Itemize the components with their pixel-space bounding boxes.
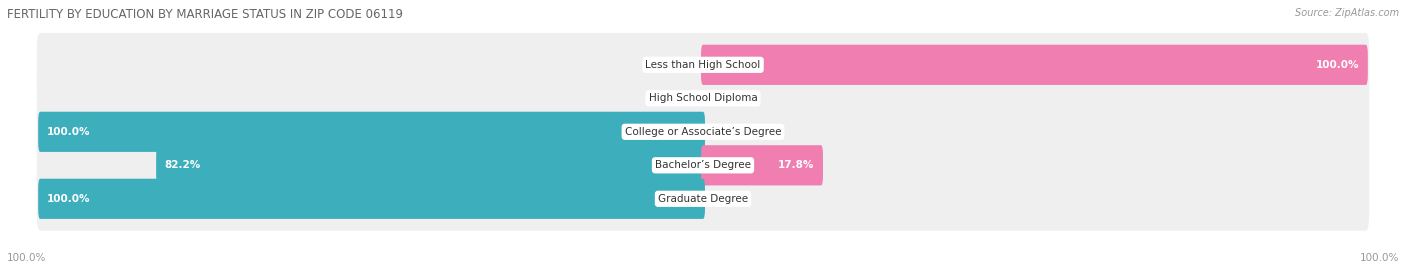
Text: 100.0%: 100.0% [46,194,90,204]
Text: 100.0%: 100.0% [1360,253,1399,263]
FancyBboxPatch shape [702,145,823,185]
Text: 17.8%: 17.8% [778,160,814,170]
FancyBboxPatch shape [38,112,704,152]
Text: Graduate Degree: Graduate Degree [658,194,748,204]
Text: FERTILITY BY EDUCATION BY MARRIAGE STATUS IN ZIP CODE 06119: FERTILITY BY EDUCATION BY MARRIAGE STATU… [7,8,404,21]
Text: Bachelor’s Degree: Bachelor’s Degree [655,160,751,170]
Text: 0.0%: 0.0% [720,127,745,137]
Text: 0.0%: 0.0% [661,93,686,103]
Text: 0.0%: 0.0% [720,93,745,103]
Text: 0.0%: 0.0% [720,194,745,204]
FancyBboxPatch shape [37,33,1369,97]
Text: 100.0%: 100.0% [1316,60,1360,70]
Text: 100.0%: 100.0% [7,253,46,263]
Text: College or Associate’s Degree: College or Associate’s Degree [624,127,782,137]
FancyBboxPatch shape [37,167,1369,231]
FancyBboxPatch shape [37,100,1369,164]
Text: Less than High School: Less than High School [645,60,761,70]
FancyBboxPatch shape [37,133,1369,197]
Text: Source: ZipAtlas.com: Source: ZipAtlas.com [1295,8,1399,18]
Text: 82.2%: 82.2% [165,160,201,170]
FancyBboxPatch shape [156,145,704,185]
FancyBboxPatch shape [702,45,1368,85]
Text: 100.0%: 100.0% [46,127,90,137]
FancyBboxPatch shape [37,66,1369,130]
FancyBboxPatch shape [38,179,704,219]
Text: 0.0%: 0.0% [661,60,686,70]
Text: High School Diploma: High School Diploma [648,93,758,103]
